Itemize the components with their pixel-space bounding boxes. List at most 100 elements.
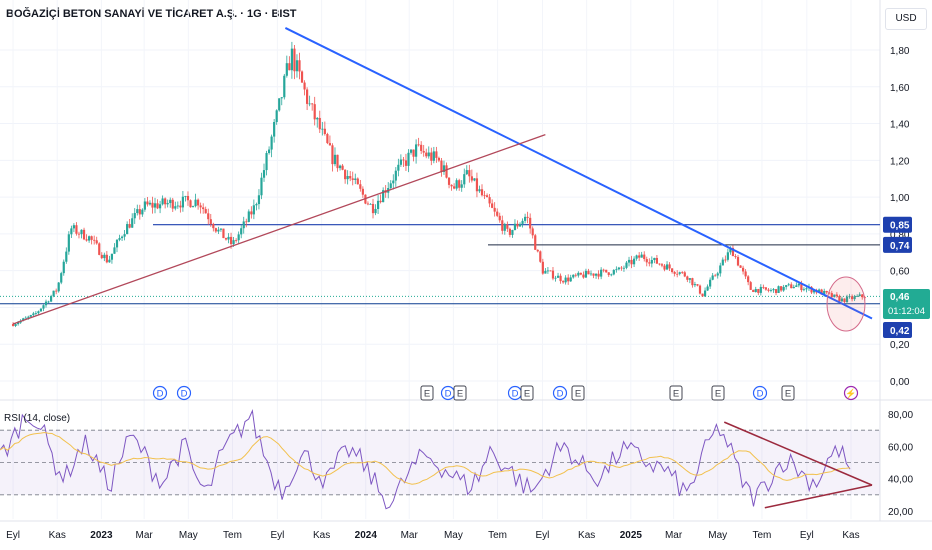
candle-body xyxy=(772,289,775,291)
candle-body xyxy=(440,160,443,172)
dividend-event-icon xyxy=(176,385,192,401)
candle-body xyxy=(620,267,623,269)
candle-body xyxy=(331,145,334,165)
symbol-title[interactable]: BOĞAZİÇİ BETON SANAYİ VE TİCARET A.Ş. · … xyxy=(6,8,297,20)
time-tick-label: May xyxy=(444,530,463,541)
earnings-event-icon xyxy=(571,385,585,401)
candle-body xyxy=(853,296,856,300)
rsi-band-fill xyxy=(0,430,880,495)
candle-body xyxy=(526,216,529,218)
candle-body xyxy=(539,251,542,262)
price-tick-label: 0,00 xyxy=(890,377,910,388)
candle-body xyxy=(153,203,157,208)
candle-body xyxy=(437,157,441,161)
candle-body xyxy=(29,315,32,317)
trendlines xyxy=(12,27,873,332)
candle-body xyxy=(703,290,707,297)
candle-body xyxy=(615,269,618,271)
last-price-box xyxy=(883,289,930,319)
dividend-event-icon xyxy=(152,385,168,401)
candle-body xyxy=(460,184,463,188)
candle-body xyxy=(749,282,752,290)
candle-body xyxy=(610,274,613,276)
earnings-event-icon xyxy=(453,385,467,401)
candle-body xyxy=(838,296,841,302)
candle-body xyxy=(197,199,200,206)
candle-body xyxy=(141,209,144,215)
candle-body xyxy=(686,276,689,280)
candle-body xyxy=(148,202,152,205)
candle-body xyxy=(402,159,405,161)
rsi-legend[interactable]: RSI (14, close) xyxy=(4,413,71,424)
rsi-triangle-lower xyxy=(764,484,873,509)
price-tick-label: 1,40 xyxy=(890,120,910,131)
candle-body xyxy=(82,229,86,240)
tag-074-box xyxy=(883,236,912,253)
event-marker-label: E xyxy=(575,389,581,400)
candle-body xyxy=(546,270,550,272)
candle-body xyxy=(668,264,671,269)
time-tick-label: Kas xyxy=(842,530,859,541)
event-marker-label: D xyxy=(445,389,452,400)
candle-body xyxy=(531,228,534,236)
candle-body xyxy=(151,202,154,208)
candle-body xyxy=(544,270,547,274)
candle-body xyxy=(453,186,456,189)
candle-body xyxy=(825,290,828,293)
rsi-tick-label: 40,00 xyxy=(888,475,913,486)
candle-body xyxy=(75,225,78,234)
earnings-event-icon xyxy=(711,385,725,401)
candle-body xyxy=(584,270,588,278)
price-tick-label: 0,20 xyxy=(890,340,910,351)
candle-body xyxy=(541,261,544,274)
candle-body xyxy=(161,198,164,205)
candle-body xyxy=(361,188,364,195)
candle-body xyxy=(587,270,590,275)
event-marker-label: D xyxy=(181,389,188,400)
candle-body xyxy=(716,273,719,276)
candle-body xyxy=(118,238,121,240)
candle-body xyxy=(569,277,572,282)
candle-body xyxy=(741,267,745,272)
candle-body xyxy=(762,286,765,288)
rsi-tick-label: 60,00 xyxy=(888,442,913,453)
candle-body xyxy=(44,301,48,306)
candle-body xyxy=(559,275,562,282)
candle-body xyxy=(128,224,131,228)
candle-body xyxy=(701,293,704,297)
candle-body xyxy=(503,224,506,231)
time-tick-label: 2023 xyxy=(90,530,113,541)
candle-body xyxy=(592,273,595,276)
candle-body xyxy=(237,234,240,241)
time-tick-label: Eyl xyxy=(800,530,814,541)
candle-body xyxy=(719,265,722,274)
candle-body xyxy=(759,286,762,293)
currency-button[interactable]: USD xyxy=(885,8,927,30)
candle-body xyxy=(643,254,646,260)
tag-085: 0,85 xyxy=(890,221,910,232)
candle-body xyxy=(194,199,197,207)
candle-body xyxy=(521,220,524,224)
tag-042-box xyxy=(883,322,912,338)
candle-body xyxy=(764,287,768,290)
candle-body xyxy=(32,313,35,316)
candle-body xyxy=(442,165,446,172)
candle-body xyxy=(283,75,286,98)
candle-body xyxy=(511,230,514,235)
grid-lines xyxy=(0,0,932,522)
candle-body xyxy=(131,218,134,228)
candle-body xyxy=(245,221,248,223)
axes: 1,801,601,401,201,000,800,600,400,200,00… xyxy=(6,46,913,541)
candle-body xyxy=(645,259,648,263)
candle-body xyxy=(812,289,816,293)
event-marker-label: E xyxy=(785,389,791,400)
candle-body xyxy=(90,236,93,240)
candle-body xyxy=(278,98,281,111)
candle-body xyxy=(311,103,314,105)
candle-body xyxy=(498,215,501,221)
candle-body xyxy=(625,262,628,268)
candle-body xyxy=(179,205,182,208)
candle-body xyxy=(207,213,210,220)
candle-body xyxy=(802,289,806,291)
